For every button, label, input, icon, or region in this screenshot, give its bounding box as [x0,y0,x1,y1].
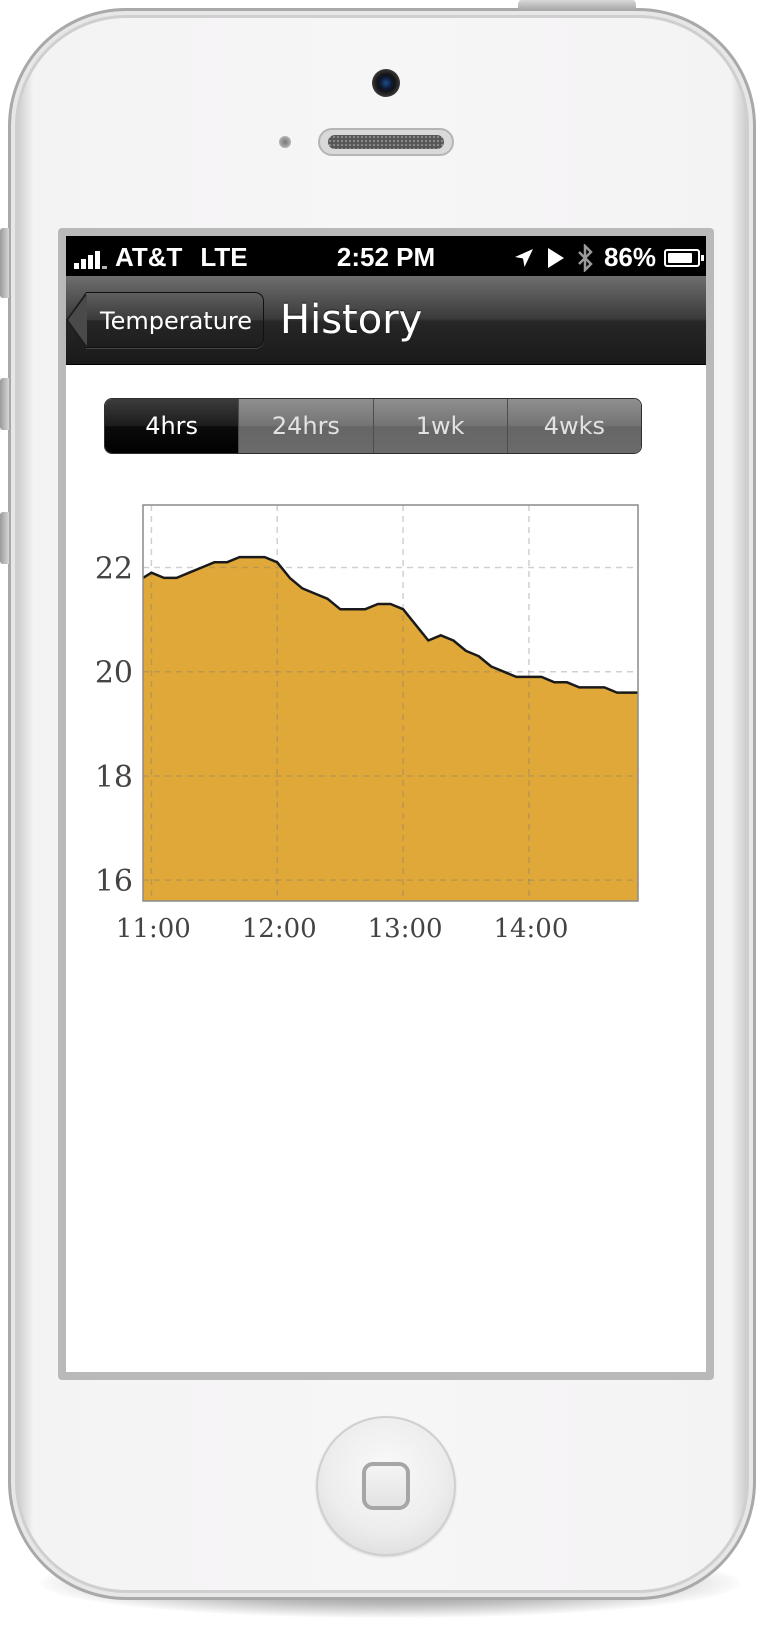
bluetooth-icon [578,243,593,272]
temperature-area [143,557,638,901]
tab-1wk[interactable]: 1wk [372,399,507,453]
y-tick-label-22: 22 [95,552,133,587]
front-camera [372,69,400,97]
home-button[interactable] [316,1416,456,1556]
tab-4hrs[interactable]: 4hrs [105,399,239,453]
x-tick-label-1300: 13:00 [368,914,443,944]
status-bar: AT&T LTE 2:52 PM 86% [66,236,706,276]
back-button-label: Temperature [100,307,253,335]
battery-icon [664,248,704,267]
screen: AT&T LTE 2:52 PM 86% Temperature History… [66,236,706,1372]
x-tick-label-1100: 11:00 [116,914,191,944]
navigation-bar: Temperature History [66,276,706,365]
x-tick-label-1200: 12:00 [242,914,317,944]
y-tick-label-16: 16 [95,864,133,899]
back-button[interactable]: Temperature [66,292,264,348]
power-button [518,0,636,10]
tab-24hrs[interactable]: 24hrs [238,399,373,453]
carrier-group: AT&T LTE [74,242,248,273]
page-title: History [280,297,423,343]
volume-down-button [0,512,9,564]
temperature-line [142,555,638,694]
proximity-sensor [279,136,291,148]
location-arrow-icon [514,248,533,267]
mute-switch [0,228,9,298]
tab-4wks[interactable]: 4wks [506,399,641,453]
plot-border [142,504,639,902]
volume-up-button [0,378,9,430]
y-tick-label-20: 20 [95,656,133,691]
time-range-segmented-control: 4hrs 24hrs 1wk 4wks [104,398,642,454]
home-square-icon [362,1462,410,1510]
earpiece-speaker [318,128,454,156]
y-tick-label-18: 18 [95,760,133,795]
temperature-history-chart: 16 18 20 22 11:00 12:00 13:00 14:00 [95,504,639,944]
carrier-name: AT&T [115,242,183,272]
play-icon [547,247,564,268]
network-type: LTE [200,242,248,272]
status-right-group: 86% [512,242,704,273]
signal-bars-icon [74,247,109,269]
battery-percent: 86% [603,242,656,272]
x-tick-label-1400: 14:00 [493,914,568,944]
status-time: 2:52 PM [336,242,436,272]
